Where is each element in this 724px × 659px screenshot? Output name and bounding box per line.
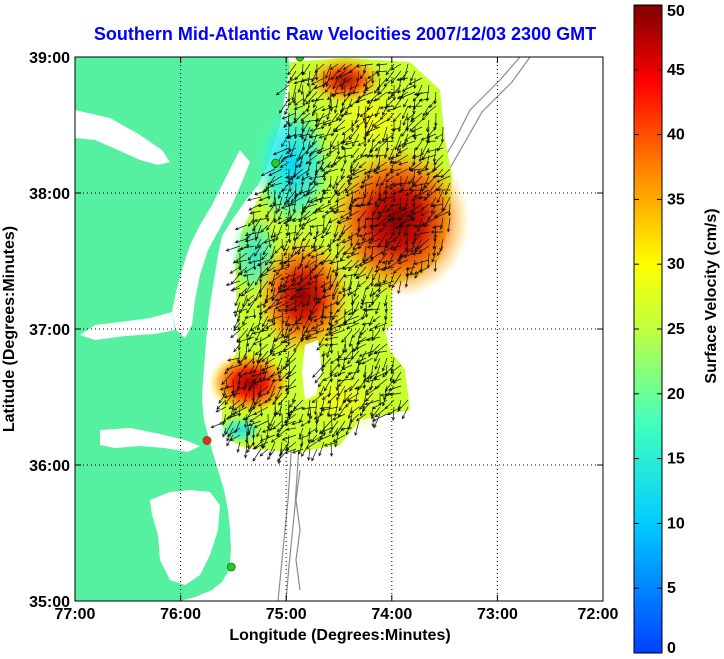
- colorbar-tick-label: 20: [667, 386, 685, 403]
- radar-stations: [202, 57, 305, 572]
- y-tick-label: 39:00: [29, 50, 70, 67]
- radar-station-marker: [226, 562, 236, 572]
- radar-station-marker: [202, 436, 212, 445]
- colorbar-ticks: 0 5 10 15 20 25 30 35 40 45 50: [634, 3, 685, 657]
- radar-station-marker: [295, 57, 305, 62]
- y-tick-label: 36:00: [29, 458, 70, 475]
- colorbar-tick-label: 0: [667, 640, 676, 657]
- delaware-bay: [75, 110, 170, 165]
- colorbar-tick-label: 40: [667, 127, 685, 144]
- chesapeake-bay: [172, 150, 250, 338]
- x-tick-label: 75:00: [266, 606, 307, 623]
- radar-station-marker: [271, 158, 281, 168]
- velocity-vectors: [210, 63, 452, 465]
- x-tick-label: 77:00: [55, 606, 96, 623]
- x-tick-labels: 77:00 76:00 75:00 74:00 73:00 72:00: [55, 606, 619, 623]
- y-tick-label: 37:00: [29, 322, 70, 339]
- colorbar-tick-label: 45: [667, 62, 685, 79]
- colorbar-tick-label: 10: [667, 515, 685, 532]
- colorbar-tick-label: 15: [667, 451, 685, 468]
- x-tick-label: 76:00: [160, 606, 201, 623]
- x-tick-label: 72:00: [578, 606, 619, 623]
- x-tick-label: 74:00: [371, 606, 412, 623]
- albemarle-sound: [100, 428, 200, 452]
- colorbar-tick-label: 5: [667, 580, 676, 597]
- chesapeake-west-shore: [80, 312, 175, 340]
- grid-lines: [75, 57, 603, 601]
- coverage-gap: [302, 340, 322, 400]
- velocity-arrows: [210, 63, 452, 465]
- chart-title: Southern Mid-Atlantic Raw Velocities 200…: [94, 24, 596, 44]
- x-tick-label: 73:00: [477, 606, 518, 623]
- y-axis-label: Latitude (Degrees:Minutes): [1, 226, 18, 432]
- pamlico-sound: [150, 490, 220, 585]
- y-tick-label: 38:00: [29, 186, 70, 203]
- x-axis-label: Longitude (Degrees:Minutes): [229, 627, 450, 644]
- colorbar-tick-label: 30: [667, 256, 685, 273]
- tick-marks: [75, 57, 603, 601]
- colorbar-label: Surface Velocity (cm/s): [703, 208, 720, 383]
- y-tick-labels: 39:00 38:00 37:00 36:00 35:00: [29, 50, 70, 611]
- y-tick-label: 35:00: [29, 594, 70, 611]
- colorbar-tick-label: 25: [667, 321, 685, 338]
- colorbar-tick-label: 35: [667, 191, 685, 208]
- colorbar-tick-label: 50: [667, 3, 685, 20]
